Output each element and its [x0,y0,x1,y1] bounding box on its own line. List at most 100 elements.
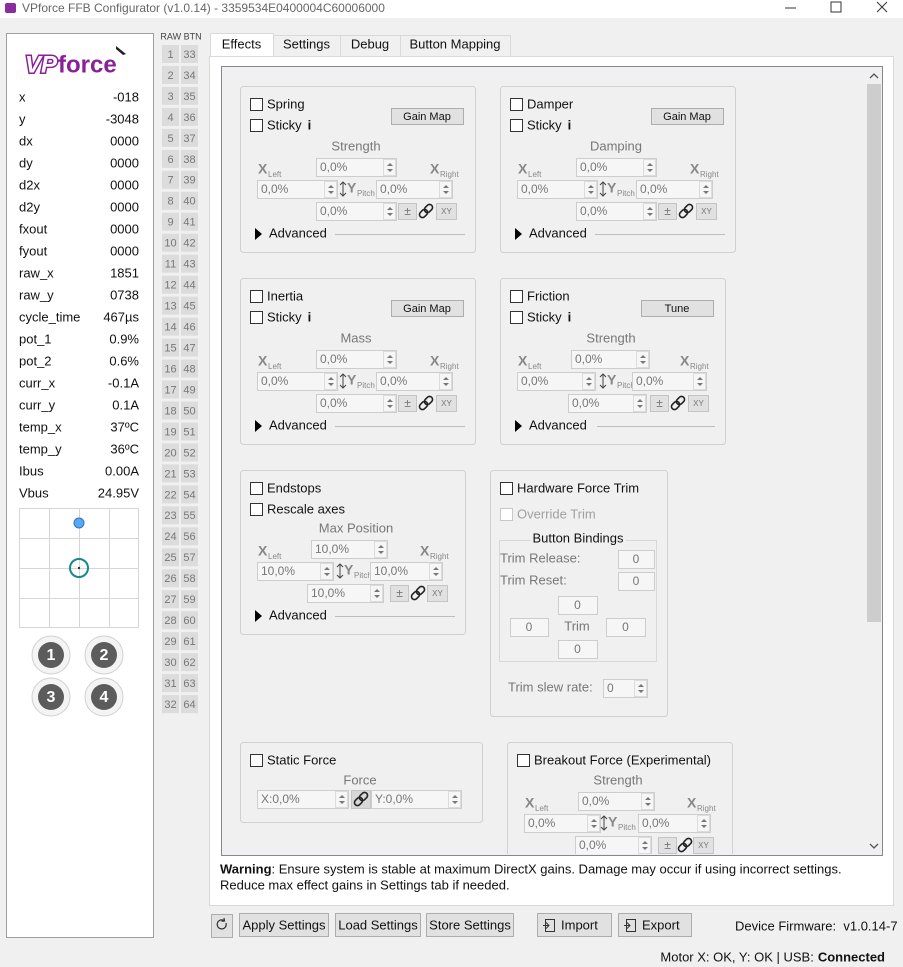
spinner[interactable] [439,181,452,198]
xy-button[interactable] [427,585,448,602]
xy-button-label[interactable]: XY [693,399,704,408]
checkbox-label[interactable]: Sticky [527,117,562,132]
advanced-arrow[interactable] [255,610,262,622]
sign-button[interactable] [398,203,417,220]
effect-button-label[interactable]: Tune [665,303,690,315]
checkbox[interactable] [517,754,530,767]
xy-button[interactable] [688,395,709,412]
link-icon[interactable] [418,203,434,219]
spinner[interactable] [636,351,649,368]
center-field[interactable] [571,350,650,369]
center-field[interactable] [316,158,397,177]
sign-button-label[interactable]: ± [656,396,663,410]
right-field[interactable] [376,180,453,199]
advanced-label[interactable]: Advanced [529,417,587,432]
left-field[interactable] [517,180,598,199]
center-field[interactable] [311,540,388,559]
effect-button[interactable] [651,108,724,125]
link-icon[interactable] [353,791,369,807]
scroll-thumb[interactable] [867,84,881,622]
footer-button-label[interactable]: Import [561,917,598,932]
effect-button-label[interactable]: Gain Map [403,303,451,315]
checkbox[interactable] [250,503,263,516]
effect-button-label[interactable]: Gain Map [403,111,451,123]
checkbox[interactable] [500,508,513,521]
right-field[interactable] [376,372,453,391]
trim-field[interactable] [618,572,655,591]
spinner[interactable] [429,563,442,580]
spinner[interactable] [633,395,646,412]
right-field[interactable] [370,562,443,581]
center-field[interactable] [578,792,655,811]
sign-button-label[interactable]: ± [396,586,403,600]
right-field[interactable] [638,814,711,833]
trim-field[interactable] [558,596,598,615]
left-field[interactable] [257,180,338,199]
checkbox[interactable] [510,119,523,132]
sign-button-label[interactable]: ± [664,204,671,218]
checkbox[interactable] [250,754,263,767]
checkbox[interactable] [250,119,263,132]
left-field[interactable] [524,814,601,833]
xy-button[interactable] [436,395,457,412]
xy-button-label[interactable]: XY [701,207,712,216]
advanced-label[interactable]: Advanced [529,225,587,240]
spinner[interactable] [699,181,712,198]
bottom-field[interactable] [316,394,397,413]
checkbox-label[interactable]: Sticky [267,117,302,132]
refresh-button[interactable] [211,914,233,938]
spinner[interactable] [697,815,710,832]
footer-button[interactable] [537,913,612,937]
link-icon[interactable] [418,395,434,411]
checkbox[interactable] [510,98,523,111]
checkbox-label[interactable]: Rescale axes [267,501,346,516]
checkbox-label[interactable]: Override Trim [517,506,596,521]
spinner[interactable] [582,373,595,390]
checkbox[interactable] [250,290,263,303]
spinner[interactable] [324,181,337,198]
tab-label[interactable]: Settings [283,36,330,51]
footer-button[interactable] [335,913,421,937]
spinner[interactable] [324,373,337,390]
spinner[interactable] [643,159,656,176]
advanced-arrow[interactable] [515,228,522,240]
spinner[interactable] [439,373,452,390]
left-field[interactable] [257,372,338,391]
xy-button[interactable] [693,837,714,854]
checkbox-label[interactable]: Friction [527,288,570,303]
close[interactable] [876,1,888,13]
footer-button[interactable] [239,913,329,937]
trim-field[interactable] [606,618,646,637]
sign-button[interactable] [390,585,409,602]
checkbox[interactable] [510,311,523,324]
advanced-arrow[interactable] [255,420,262,432]
sign-button-label[interactable]: ± [404,204,411,218]
advanced-arrow[interactable] [515,420,522,432]
link-icon[interactable] [410,585,426,601]
checkbox[interactable] [250,311,263,324]
checkbox[interactable] [250,98,263,111]
effect-button[interactable] [391,108,464,125]
right-field[interactable] [636,180,713,199]
xy-button[interactable] [696,203,717,220]
link-icon[interactable] [677,837,693,853]
spinner[interactable] [320,563,333,580]
footer-button-label[interactable]: Export [642,917,680,932]
advanced-label[interactable]: Advanced [269,225,327,240]
link-icon[interactable] [670,395,686,411]
spinner[interactable] [374,541,387,558]
effect-button[interactable] [641,300,714,317]
checkbox-label[interactable]: Damper [527,96,574,111]
effect-button-label[interactable]: Gain Map [663,111,711,123]
xy-button-label[interactable]: XY [441,207,452,216]
spinner[interactable] [693,373,706,390]
footer-button[interactable] [618,913,692,937]
sign-button-label[interactable]: ± [664,838,671,852]
checkbox-label[interactable]: Breakout Force (Experimental) [534,752,711,767]
spinner[interactable] [643,203,656,220]
left-field[interactable] [257,562,334,581]
xy-button[interactable] [436,203,457,220]
checkbox-label[interactable]: Hardware Force Trim [517,480,639,495]
sign-button[interactable] [398,395,417,412]
sign-button[interactable] [650,395,669,412]
